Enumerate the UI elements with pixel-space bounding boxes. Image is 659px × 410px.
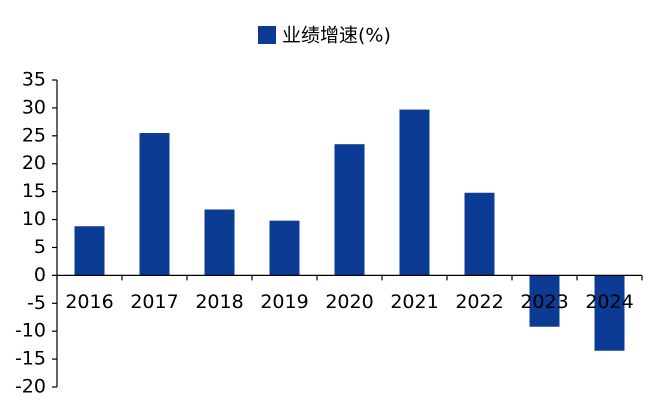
y-tick-label: -5: [27, 292, 46, 314]
bar: [334, 144, 365, 276]
y-tick-label: 35: [22, 69, 46, 91]
x-tick-label: 2019: [260, 291, 308, 313]
x-tick-label: 2017: [130, 291, 178, 313]
bar: [269, 220, 300, 276]
legend-swatch: [258, 26, 276, 44]
bar: [464, 192, 495, 276]
bar: [399, 109, 430, 276]
bar: [74, 226, 105, 276]
y-tick-label: -20: [15, 376, 46, 398]
x-tick-label: 2021: [390, 291, 438, 313]
y-tick-label: 5: [34, 236, 46, 258]
y-tick-label: -15: [15, 348, 46, 370]
legend-label: 业绩增速(%): [282, 25, 391, 47]
x-tick-label: 2022: [455, 291, 503, 313]
bar: [139, 133, 170, 276]
y-tick-label: 0: [34, 264, 46, 286]
bar: [204, 209, 235, 276]
y-tick-label: -10: [15, 320, 46, 342]
y-tick-label: 10: [22, 208, 46, 230]
x-tick-label: 2024: [585, 291, 633, 313]
y-tick-label: 25: [22, 124, 46, 146]
x-tick-label: 2016: [65, 291, 113, 313]
x-tick-label: 2023: [520, 291, 568, 313]
y-tick-label: 20: [22, 152, 46, 174]
x-tick-label: 2018: [195, 291, 243, 313]
y-tick-label: 30: [22, 96, 46, 118]
bar: [594, 275, 625, 351]
y-tick-label: 15: [22, 180, 46, 202]
x-tick-label: 2020: [325, 291, 373, 313]
bar: [529, 275, 560, 327]
